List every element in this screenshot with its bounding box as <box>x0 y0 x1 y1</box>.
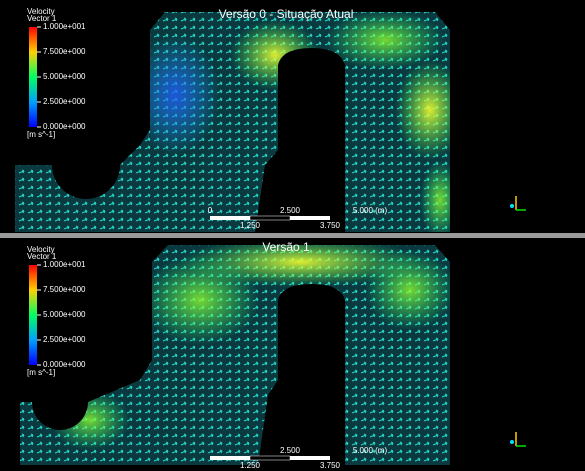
legend-label: 0.000e+000 <box>43 360 86 369</box>
scale-label: 1.250 <box>240 221 261 230</box>
panel-title: Versão 1 <box>262 240 310 254</box>
scale-label: 5.000 (m) <box>353 206 388 215</box>
legend-subtitle: Vector 1 <box>27 252 57 261</box>
scale-bar <box>210 216 250 220</box>
legend-label: 0.000e+000 <box>43 122 86 131</box>
legend-subtitle: Vector 1 <box>27 14 57 23</box>
scale-label: 5.000 (m) <box>353 446 388 455</box>
legend-label: 1.000e+001 <box>43 22 86 31</box>
axis-triad <box>510 196 526 447</box>
scale-bar <box>290 456 330 460</box>
color-bar <box>29 27 37 127</box>
legend-unit: [m s^-1] <box>27 130 55 139</box>
scale-label: 2.500 <box>280 446 301 455</box>
color-bar <box>29 265 37 365</box>
legend-label: 1.000e+001 <box>43 260 86 269</box>
legend-label: 7.500e+000 <box>43 285 86 294</box>
legend-label: 7.500e+000 <box>43 47 86 56</box>
flow-field <box>15 12 450 232</box>
scale-label: 3.750 <box>320 461 341 470</box>
legend-label: 5.000e+000 <box>43 310 86 319</box>
scale-label: 3.750 <box>320 221 341 230</box>
legend-unit: [m s^-1] <box>27 368 55 377</box>
scale-bar <box>290 216 330 220</box>
legend-label: 2.500e+000 <box>43 97 86 106</box>
scale-label: 1.250 <box>240 461 261 470</box>
panel-title: Versão 0 - Situação Atual <box>219 7 354 21</box>
scale-bar <box>210 456 250 460</box>
legend-title: Velocity <box>27 245 55 254</box>
scale-label: 0 <box>208 206 213 215</box>
legend-label: 2.500e+000 <box>43 335 86 344</box>
legend-title: Velocity <box>27 7 55 16</box>
scale-bar <box>249 455 291 461</box>
separator <box>0 233 585 238</box>
scale-bar <box>249 215 291 221</box>
scale-label: 2.500 <box>280 206 301 215</box>
legend-label: 5.000e+000 <box>43 72 86 81</box>
